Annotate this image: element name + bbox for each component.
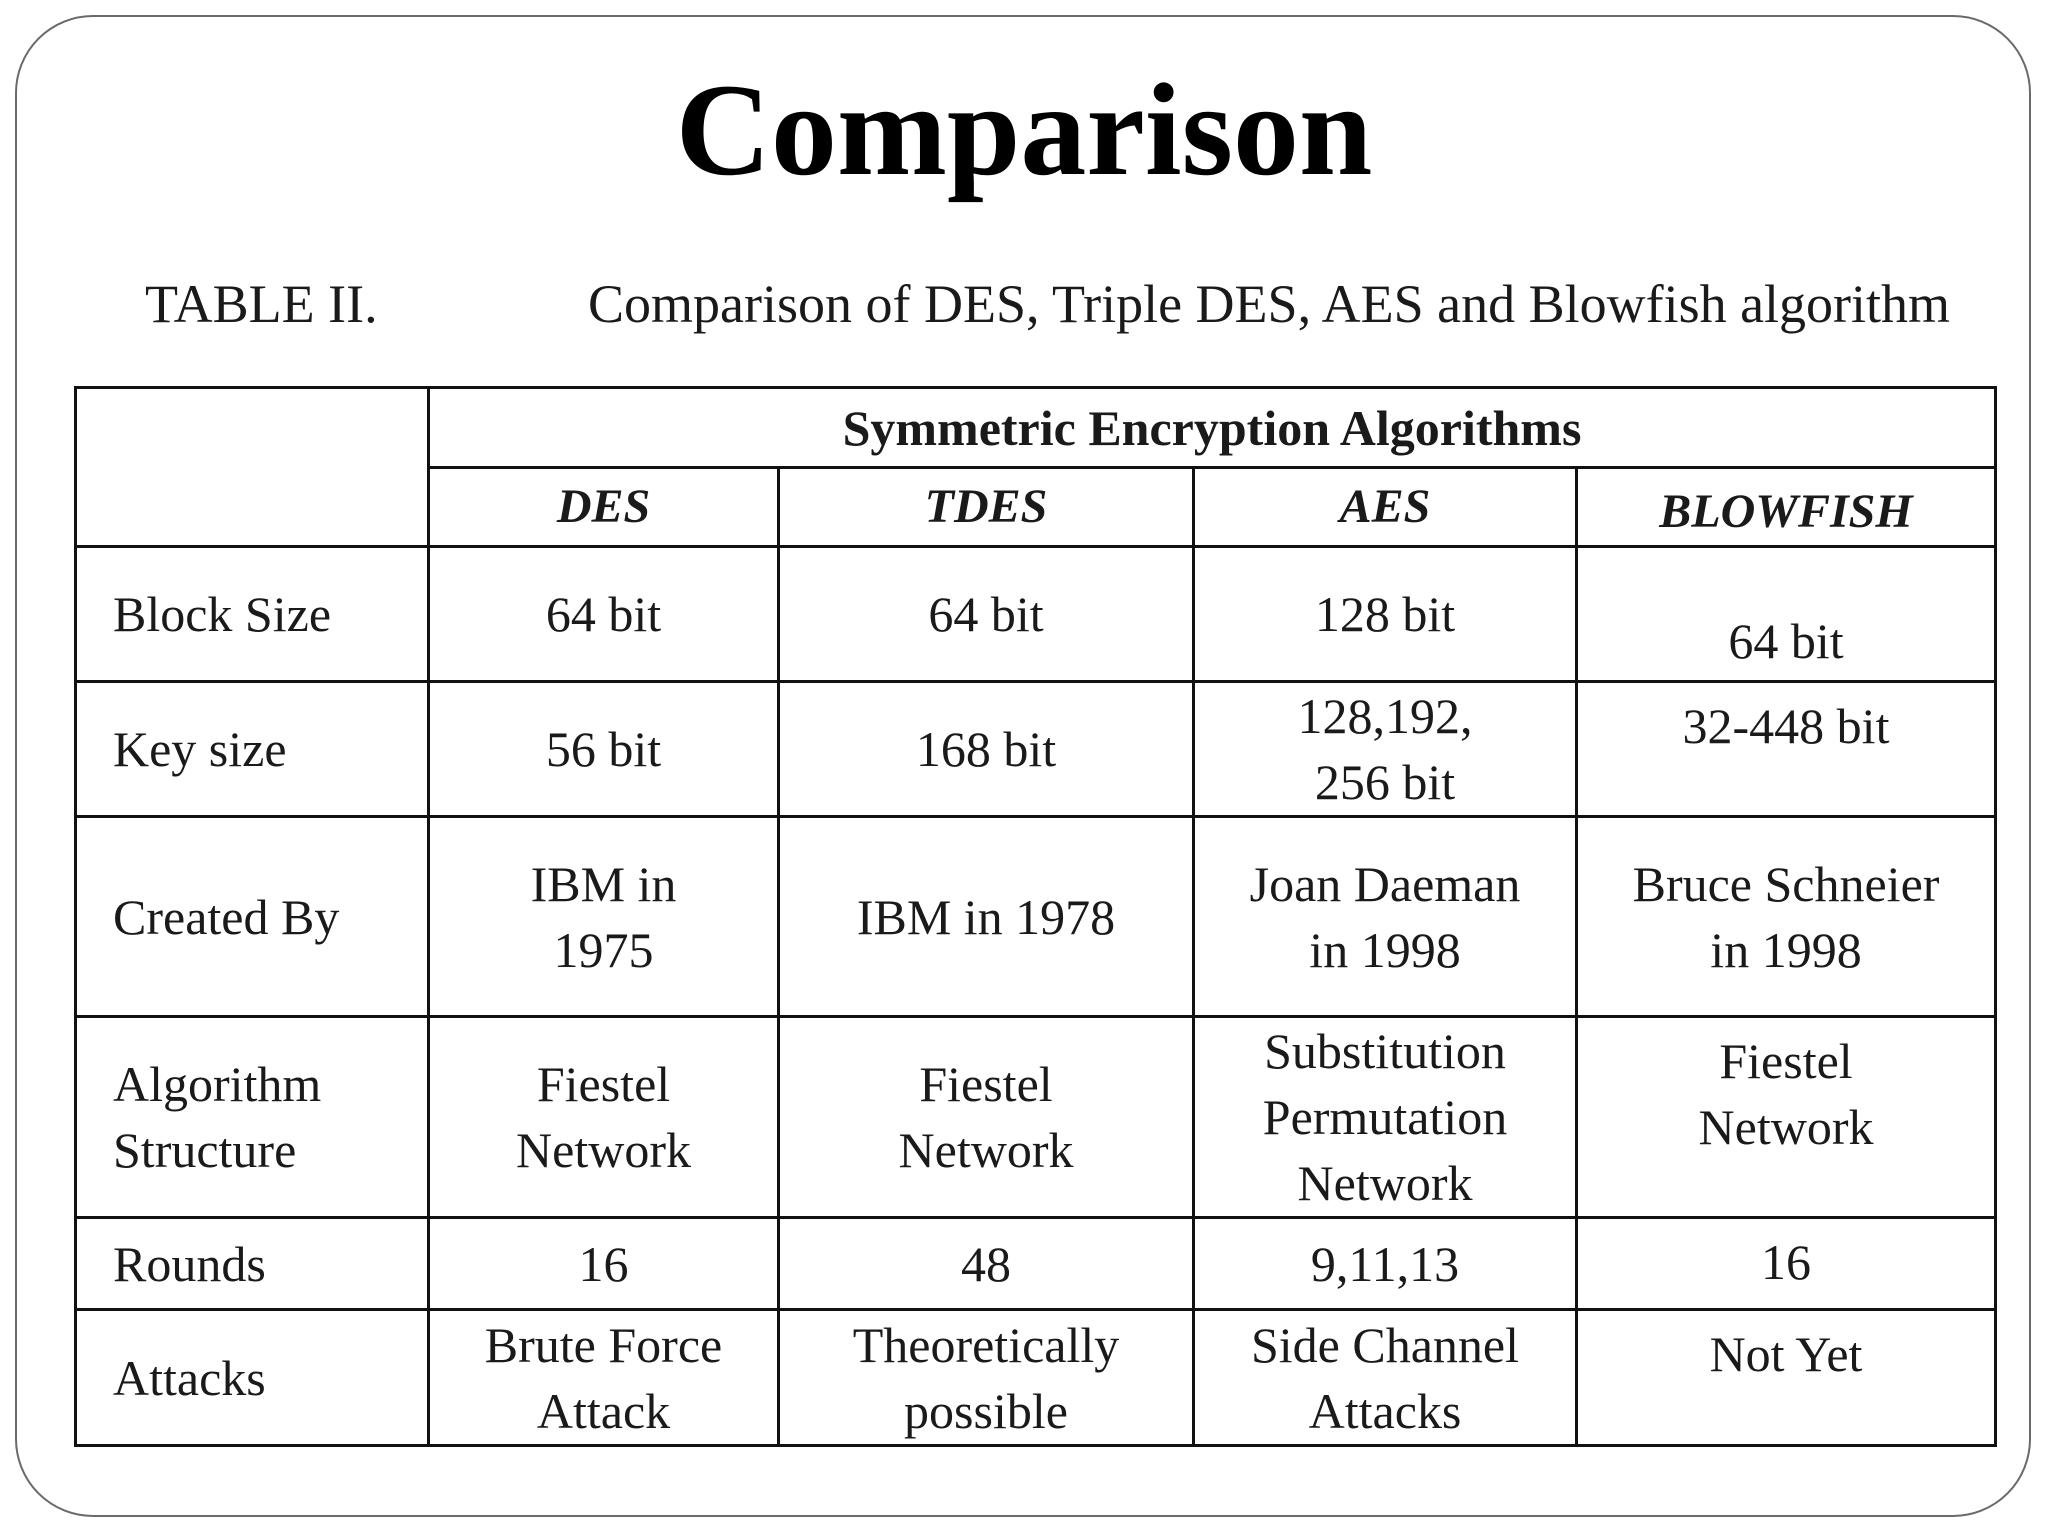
cell-blowfish: Fiestel Network [1574,1015,1998,1219]
cell-aes: Side Channel Attacks [1192,1308,1578,1447]
row-label: Created By [74,815,430,1018]
cell-tdes: 64 bit [777,545,1195,683]
cell-tdes: 168 bit [777,680,1195,818]
cell-des: Fiestel Network [427,1015,780,1219]
cell-aes: Substitution Permutation Network [1192,1015,1578,1219]
cell-tdes: IBM in 1978 [777,815,1195,1018]
cell-blowfish: Not Yet [1574,1308,1998,1447]
cell-blowfish: Bruce Schneier in 1998 [1574,815,1998,1018]
group-header: Symmetric Encryption Algorithms [426,386,1998,469]
column-header-tdes: TDES [777,466,1195,548]
row-label: Rounds [74,1216,430,1311]
table-row: Attacks Brute Force Attack Theoretically… [74,1308,1998,1447]
column-header-aes: AES [1192,466,1578,548]
row-label: Block Size [74,545,430,683]
row-label: Attacks [74,1308,430,1447]
corner-cell [74,386,430,548]
cell-aes: 128 bit [1192,545,1578,683]
cell-tdes: 48 [777,1216,1195,1311]
table-caption-label: TABLE II. [145,274,378,334]
column-header-blowfish: BLOWFISH [1574,466,1998,548]
algorithm-header-row: DES TDES AES BLOWFISH [76,466,1998,548]
row-label: Key size [74,680,430,818]
table-row: Created By IBM in 1975 IBM in 1978 Joan … [74,815,1998,1018]
column-header-des: DES [427,466,780,548]
cell-des: 64 bit [427,545,780,683]
table-row: Rounds 16 48 9,11,13 16 [74,1216,1998,1311]
table-caption-text: Comparison of DES, Triple DES, AES and B… [588,274,1951,334]
table-header-row: Symmetric Encryption Algorithms [74,386,1998,548]
comparison-table: Symmetric Encryption Algorithms DES TDES… [74,386,1998,1447]
cell-blowfish: 16 [1574,1216,1998,1311]
cell-tdes: Theoretically possible [777,1308,1195,1447]
cell-des: 16 [427,1216,780,1311]
cell-des: IBM in 1975 [427,815,780,1018]
cell-aes: 9,11,13 [1192,1216,1578,1311]
cell-blowfish: 32-448 bit [1574,680,1998,818]
cell-des: 56 bit [427,680,780,818]
cell-tdes: Fiestel Network [777,1015,1195,1219]
cell-blowfish: 64 bit [1574,545,1998,683]
cell-des: Brute Force Attack [427,1308,780,1447]
row-label: Algorithm Structure [74,1015,430,1219]
slide-title: Comparison [675,56,1373,203]
cell-aes: Joan Daeman in 1998 [1192,815,1578,1018]
cell-aes: 128,192, 256 bit [1192,680,1578,818]
table-row: Key size 56 bit 168 bit 128,192, 256 bit… [74,680,1998,818]
table-row: Block Size 64 bit 64 bit 128 bit 64 bit [74,545,1998,683]
table-row: Algorithm Structure Fiestel Network Fies… [74,1015,1998,1219]
